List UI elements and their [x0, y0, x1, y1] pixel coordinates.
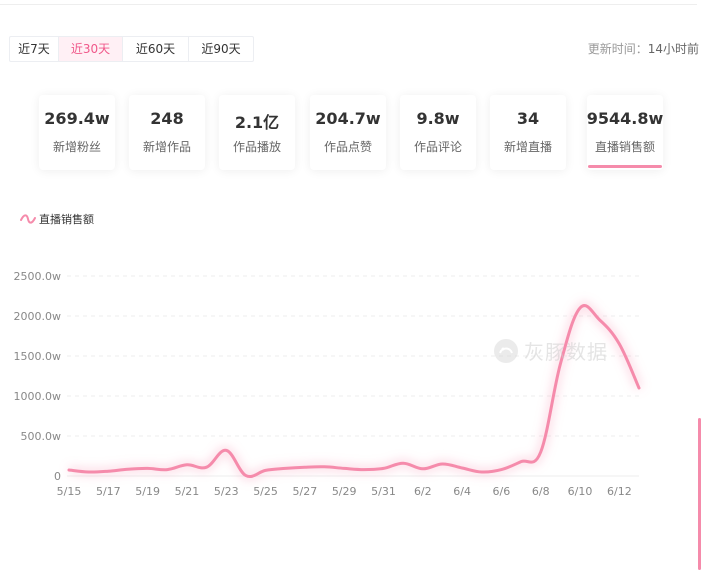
x-tick-label: 5/15 [57, 485, 82, 498]
metric-value: 9544.8w [586, 109, 664, 128]
data-point[interactable] [223, 447, 229, 453]
active-metric-underline [588, 165, 662, 168]
y-tick-label: 1000.0w [14, 390, 62, 403]
data-point[interactable] [616, 341, 622, 347]
x-tick-label: 5/27 [293, 485, 318, 498]
legend-label: 直播销售额 [39, 213, 94, 226]
y-tick-label: 500.0w [21, 430, 62, 443]
range-30-days-button[interactable]: 近30天 [59, 37, 123, 61]
x-tick-label: 5/19 [135, 485, 160, 498]
data-point[interactable] [400, 460, 406, 466]
x-tick-label: 6/2 [414, 485, 432, 498]
update-time-label: 更新时间： [587, 42, 648, 56]
metric-value: 34 [516, 109, 540, 128]
metric-label: 作品点赞 [323, 140, 372, 154]
data-point[interactable] [322, 464, 328, 470]
metric-card-live-sales[interactable]: 9544.8w 直播销售额 [587, 95, 663, 170]
metric-value: 2.1亿 [234, 113, 280, 132]
update-time-value: 14小时前 [647, 42, 699, 56]
x-tick-label: 5/25 [253, 485, 278, 498]
x-tick-label: 5/21 [175, 485, 200, 498]
metric-label: 作品评论 [413, 140, 462, 154]
data-point[interactable] [341, 465, 347, 471]
x-tick-label: 6/8 [532, 485, 550, 498]
data-point[interactable] [184, 462, 190, 468]
metric-card-work-comments[interactable]: 9.8w 作品评论 [400, 95, 476, 170]
data-point[interactable] [302, 464, 308, 470]
data-point[interactable] [263, 467, 269, 473]
chart-legend[interactable]: 直播销售额 [20, 211, 94, 227]
metric-value: 269.4w [44, 109, 110, 128]
series-line-live-sales[interactable] [67, 304, 641, 478]
data-point[interactable] [164, 467, 170, 473]
data-point[interactable] [145, 465, 151, 471]
update-time: 更新时间：14小时前 [588, 40, 699, 57]
data-point[interactable] [459, 465, 465, 471]
metric-label: 直播销售额 [594, 140, 655, 154]
metric-card-new-works[interactable]: 248 新增作品 [129, 95, 205, 170]
x-tick-label: 5/23 [214, 485, 239, 498]
x-tick-label: 5/17 [96, 485, 121, 498]
data-point[interactable] [86, 469, 92, 475]
data-point[interactable] [518, 459, 524, 465]
metric-label: 新增直播 [503, 140, 552, 154]
metric-label: 新增粉丝 [52, 140, 101, 154]
x-tick-label: 6/4 [453, 485, 471, 498]
metric-value: 9.8w [416, 109, 460, 128]
data-point[interactable] [498, 467, 504, 473]
top-divider [0, 4, 697, 5]
metric-card-work-plays[interactable]: 2.1亿 作品播放 [219, 95, 295, 170]
data-point[interactable] [538, 449, 544, 455]
wave-icon [20, 214, 36, 224]
y-tick-label: 0 [54, 470, 61, 483]
data-point[interactable] [282, 465, 288, 471]
right-edge-scrollbar[interactable] [698, 418, 701, 570]
data-point[interactable] [636, 385, 642, 391]
x-tick-label: 6/10 [568, 485, 593, 498]
metric-value: 204.7w [315, 109, 381, 128]
y-tick-label: 2000.0w [14, 310, 62, 323]
y-tick-label: 1500.0w [14, 350, 62, 363]
metric-card-new-fans[interactable]: 269.4w 新增粉丝 [39, 95, 115, 170]
data-point[interactable] [420, 466, 426, 472]
metric-label: 新增作品 [142, 140, 191, 154]
metric-card-work-likes[interactable]: 204.7w 作品点赞 [310, 95, 386, 170]
x-tick-label: 5/29 [332, 485, 357, 498]
metric-card-new-lives[interactable]: 34 新增直播 [490, 95, 566, 170]
range-90-days-button[interactable]: 近90天 [201, 42, 241, 56]
x-tick-label: 6/12 [607, 485, 632, 498]
range-60-days-button[interactable]: 近60天 [123, 37, 189, 61]
x-tick-label: 5/31 [371, 485, 396, 498]
data-point[interactable] [439, 461, 445, 467]
data-point[interactable] [597, 317, 603, 323]
data-point[interactable] [577, 305, 583, 311]
data-point[interactable] [479, 469, 485, 475]
metric-value: 248 [150, 109, 184, 128]
data-point[interactable] [105, 468, 111, 474]
data-point[interactable] [125, 466, 131, 472]
data-point[interactable] [243, 473, 249, 479]
time-range-selector: 近7天 近30天 近60天 近90天 [9, 36, 254, 62]
range-7-days-button[interactable]: 近7天 [10, 37, 59, 61]
x-tick-label: 6/6 [493, 485, 511, 498]
data-point[interactable] [204, 464, 210, 470]
y-tick-label: 2500.0w [14, 270, 62, 283]
data-point[interactable] [557, 361, 563, 367]
metric-label: 作品播放 [232, 140, 281, 154]
data-point[interactable] [380, 465, 386, 471]
data-point[interactable] [66, 467, 72, 473]
data-point[interactable] [361, 467, 367, 473]
